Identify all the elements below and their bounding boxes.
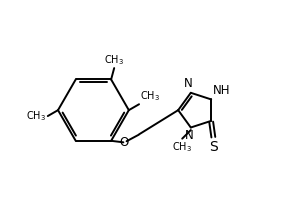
Text: NH: NH [213,84,230,97]
Text: O: O [120,137,129,149]
Text: CH$_3$: CH$_3$ [104,53,124,67]
Text: CH$_3$: CH$_3$ [140,89,160,103]
Text: S: S [210,140,218,154]
Text: N: N [184,77,193,90]
Text: CH$_3$: CH$_3$ [27,109,46,123]
Text: N: N [185,129,194,142]
Text: CH$_3$: CH$_3$ [172,140,192,154]
